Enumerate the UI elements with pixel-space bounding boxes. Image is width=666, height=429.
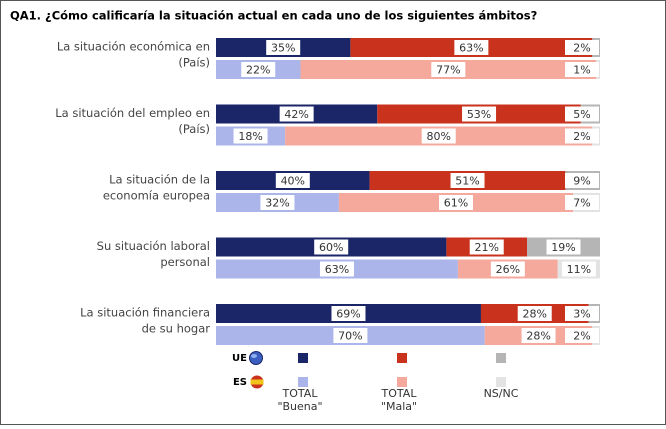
label-box xyxy=(260,195,295,210)
value-label: 9% xyxy=(573,175,590,188)
es-icon xyxy=(250,375,264,389)
value-label: 40% xyxy=(281,175,305,188)
value-label: 61% xyxy=(444,197,468,210)
label-box xyxy=(333,328,368,343)
value-label: 63% xyxy=(459,42,483,55)
value-label: 35% xyxy=(271,42,295,55)
value-label: 51% xyxy=(455,175,479,188)
label-box xyxy=(431,62,466,77)
value-label: 7% xyxy=(573,197,590,210)
value-label: 53% xyxy=(467,108,491,121)
category-label: La situación de la xyxy=(109,173,210,187)
label-box xyxy=(521,328,556,343)
category-label: (País) xyxy=(178,56,210,70)
label-box xyxy=(233,128,268,144)
label-box xyxy=(279,106,314,122)
value-label: 63% xyxy=(325,263,349,276)
category-label: de su hogar xyxy=(142,322,211,336)
ue-icon xyxy=(249,351,263,365)
legend-label: TOTAL xyxy=(282,387,319,400)
category-label: La situación del empleo en xyxy=(55,106,210,120)
value-label: 2% xyxy=(573,330,590,343)
label-box xyxy=(462,106,497,122)
chart-title: QA1. ¿Cómo calificaría la situación actu… xyxy=(10,9,537,23)
value-label: 32% xyxy=(265,197,289,210)
value-label: 69% xyxy=(336,308,360,321)
value-label: 80% xyxy=(426,130,450,143)
label-box xyxy=(565,106,599,122)
value-label: 3% xyxy=(573,308,590,321)
legend-label: "Buena" xyxy=(277,400,322,413)
value-label: 77% xyxy=(436,64,460,77)
value-label: 22% xyxy=(246,64,270,77)
label-box xyxy=(266,40,301,55)
category-label: personal xyxy=(160,255,210,269)
label-box xyxy=(319,261,354,277)
legend-swatch xyxy=(496,377,506,387)
value-label: 18% xyxy=(238,130,262,143)
value-label: 28% xyxy=(522,308,546,321)
label-box xyxy=(439,195,473,210)
label-box xyxy=(421,128,456,144)
value-label: 70% xyxy=(338,330,362,343)
legend-group: UE xyxy=(232,353,247,364)
label-box xyxy=(241,62,276,77)
value-label: 42% xyxy=(284,108,308,121)
legend-label: NS/NC xyxy=(484,387,519,400)
category-label: Su situación laboral xyxy=(97,239,210,253)
legend-swatch xyxy=(397,353,407,363)
category-label: economía europea xyxy=(103,189,210,203)
label-box xyxy=(565,173,599,188)
label-box xyxy=(331,306,366,321)
category-label: La situación financiera xyxy=(80,306,210,320)
label-box xyxy=(565,328,599,343)
legend-swatch xyxy=(397,377,407,387)
value-label: 2% xyxy=(573,42,590,55)
value-label: 5% xyxy=(573,108,590,121)
label-box xyxy=(469,239,504,255)
legend-swatch xyxy=(496,353,506,363)
label-box xyxy=(314,239,349,255)
legend-label: TOTAL xyxy=(381,387,418,400)
label-box xyxy=(565,40,599,55)
legend-swatch xyxy=(298,377,308,387)
value-label: 2% xyxy=(573,130,590,143)
value-label: 60% xyxy=(319,241,343,254)
value-label: 28% xyxy=(526,330,550,343)
label-box xyxy=(490,261,525,277)
value-label: 26% xyxy=(496,263,520,276)
label-box xyxy=(454,40,489,55)
value-label: 21% xyxy=(474,241,498,254)
label-box xyxy=(517,306,552,321)
value-label: 11% xyxy=(567,263,591,276)
legend-label: "Mala" xyxy=(381,400,417,413)
value-label: 1% xyxy=(573,64,590,77)
label-box xyxy=(565,195,599,210)
label-box xyxy=(561,261,596,277)
label-box xyxy=(565,62,599,77)
value-label: 19% xyxy=(551,241,575,254)
category-label: La situación económica en xyxy=(57,40,210,54)
legend-group: ES xyxy=(233,377,247,388)
legend-swatch xyxy=(298,353,308,363)
label-box xyxy=(546,239,581,255)
label-box xyxy=(565,306,599,321)
category-label: (País) xyxy=(178,122,210,136)
label-box xyxy=(565,128,599,144)
label-box xyxy=(450,173,485,188)
label-box xyxy=(275,173,310,188)
